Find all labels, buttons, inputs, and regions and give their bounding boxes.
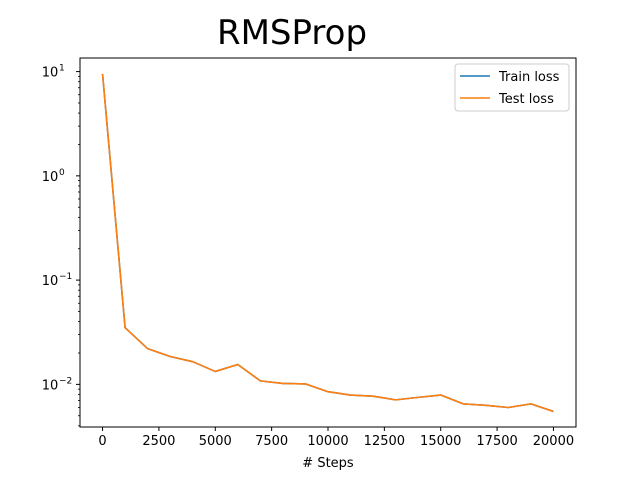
x-tick-label: 12500 [364, 434, 405, 449]
y-tick-exponent: 0 [59, 168, 65, 178]
series-layer [101, 73, 554, 413]
y-tick-exponent: 1 [59, 64, 65, 74]
x-tick-label: 0 [98, 434, 106, 449]
series-line-test-loss [101, 73, 554, 413]
y-tick-exponent: −1 [59, 272, 72, 282]
legend-label-train-loss: Train loss [498, 70, 560, 85]
x-tick-label: 2500 [142, 434, 175, 449]
y-tick-exponent: −2 [59, 376, 72, 386]
x-axis-label: # Steps [302, 456, 354, 471]
y-tick-label: 10 [42, 274, 59, 289]
x-tick-label: 17500 [476, 434, 517, 449]
legend-label-test-loss: Test loss [498, 92, 554, 107]
x-tick-label: 20000 [533, 434, 574, 449]
plot-background [80, 58, 576, 427]
y-tick-label: 10 [42, 378, 59, 393]
x-tick-label: 10000 [307, 434, 348, 449]
x-tick-label: 15000 [420, 434, 461, 449]
y-tick-label: 10 [42, 170, 59, 185]
plot-area [79, 57, 577, 428]
x-tick-label: 5000 [199, 434, 232, 449]
x-tick-label: 7500 [255, 434, 288, 449]
x-axis-ticks: 0 2500 5000 7500 10000 12500 15000 17500 20000 [98, 427, 574, 449]
y-tick-label: 10 [42, 66, 59, 81]
chart-title: RMSProp [217, 13, 367, 53]
legend: Train loss Test loss [454, 63, 570, 112]
